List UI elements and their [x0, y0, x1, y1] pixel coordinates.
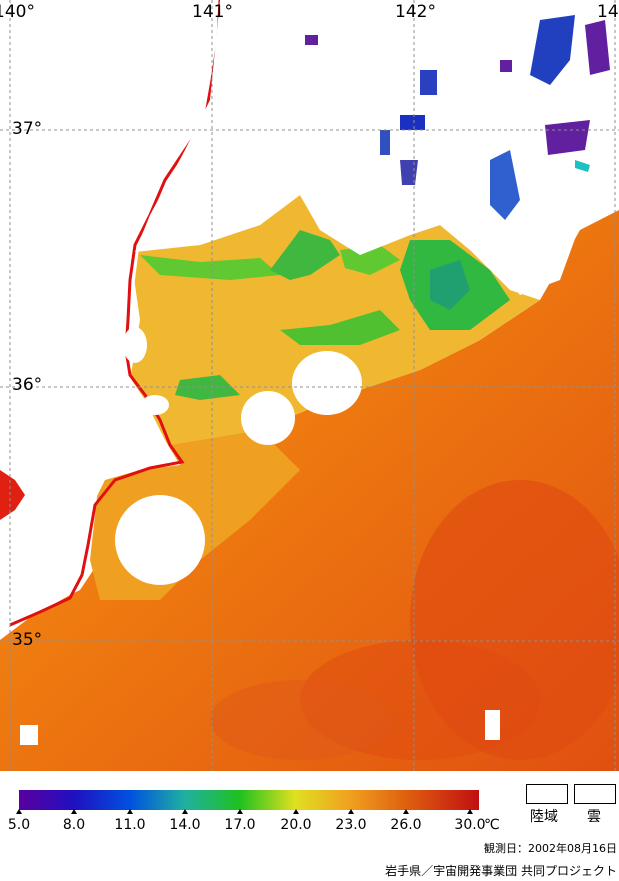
cloud-north	[135, 0, 619, 295]
lon-label-143: 143°	[597, 2, 619, 22]
cold-spot	[545, 120, 590, 155]
tick-marker	[71, 809, 77, 814]
land-key-box	[526, 784, 568, 804]
cold-spot	[400, 115, 425, 130]
cold-spot	[500, 60, 512, 72]
cold-spot	[490, 150, 520, 220]
credit-line: 岩手県／宇宙開発事業団 共同プロジェクト	[385, 864, 617, 878]
tick-marker	[348, 809, 354, 814]
temperature-colorbar	[19, 790, 479, 810]
tick-marker	[16, 809, 22, 814]
cool-patch	[340, 245, 400, 275]
tick-label: 17.0	[224, 817, 256, 833]
cool-patch	[430, 260, 470, 310]
land-area	[0, 0, 220, 625]
cold-spot	[380, 130, 390, 155]
cloud-speck	[485, 710, 500, 740]
tick-marker	[293, 809, 299, 814]
tick-marker	[127, 809, 133, 814]
tick-label: 26.0	[390, 817, 422, 833]
cool-patch	[140, 255, 280, 280]
tick-label: 11.0	[114, 817, 146, 833]
unit-label: ℃	[484, 817, 500, 833]
cloud-key-box	[574, 784, 616, 804]
cool-patch	[175, 375, 240, 400]
warm-patch	[210, 680, 390, 760]
tick-label: 5.0	[7, 817, 31, 833]
lat-label-36: 36°	[12, 375, 43, 395]
cold-spot	[575, 160, 590, 172]
cold-spot	[585, 20, 610, 75]
cloud-hole	[292, 351, 362, 415]
tick-marker	[237, 809, 243, 814]
tick-marker	[467, 809, 473, 814]
tick-marker	[403, 809, 409, 814]
land-key-label: 陸域	[530, 809, 558, 825]
cool-patch	[270, 230, 340, 280]
lon-label-142: 142°	[395, 2, 436, 22]
tick-label: 20.0	[280, 817, 312, 833]
cloud-hole	[123, 327, 147, 363]
tick-label: 23.0	[335, 817, 367, 833]
cold-spot	[305, 35, 318, 45]
cool-patch	[280, 310, 400, 345]
lon-label-141: 141°	[192, 2, 233, 22]
cloud-key-label: 雲	[587, 809, 601, 825]
land-patch-red	[0, 470, 25, 520]
cold-spot	[420, 70, 437, 95]
graticule	[0, 0, 619, 771]
cloud-hole	[241, 391, 295, 445]
cloud-hole	[115, 495, 205, 585]
lat-label-37: 37°	[12, 119, 43, 139]
cloud-hole	[141, 395, 169, 415]
cold-spot	[400, 160, 418, 185]
cloud-speck	[20, 725, 38, 745]
tick-label: 14.0	[169, 817, 201, 833]
sst-map	[0, 0, 619, 771]
cold-spot	[530, 15, 575, 85]
lon-label-140: 140°	[0, 2, 35, 22]
tick-label: 30.0	[454, 817, 486, 833]
tick-label: 8.0	[62, 817, 86, 833]
tick-marker	[182, 809, 188, 814]
colorbar-gradient	[19, 790, 479, 810]
lat-label-35: 35°	[12, 630, 43, 650]
observation-date: 観測日：2002年08月16日	[484, 842, 617, 855]
